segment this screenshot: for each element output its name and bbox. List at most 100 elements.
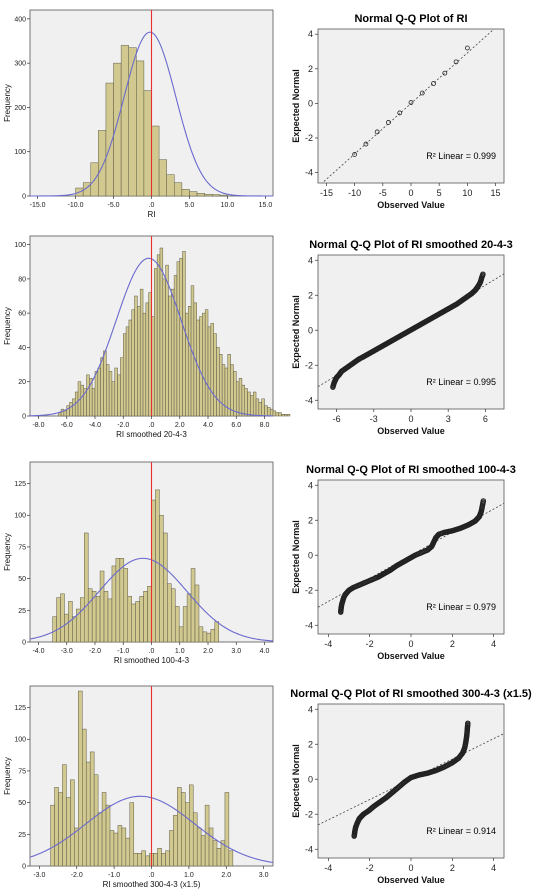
y-tick-label: 0 xyxy=(22,194,26,201)
histogram-bar xyxy=(139,288,144,417)
histogram-bar xyxy=(202,312,206,417)
histogram-bar xyxy=(189,784,194,867)
histogram-bar xyxy=(121,827,127,867)
x-tick-label: 15.0 xyxy=(259,202,273,209)
y-tick-label: 0 xyxy=(22,864,26,871)
x-tick-label: 10 xyxy=(462,188,472,198)
reference-line xyxy=(318,733,504,826)
histogram-bar xyxy=(137,853,142,867)
histogram-bar xyxy=(142,312,147,417)
x-tick-label: 2 xyxy=(450,863,455,873)
x-tick-label: -3.0 xyxy=(61,648,73,655)
histogram-bar xyxy=(228,850,234,867)
histogram-bar xyxy=(210,629,216,643)
histogram-bar xyxy=(143,591,148,643)
r-squared-label: R² Linear = 0.999 xyxy=(426,151,496,161)
x-tick-label: 1.0 xyxy=(184,872,194,879)
qq-point xyxy=(387,791,394,797)
r-squared-label: R² Linear = 0.979 xyxy=(426,602,496,612)
histogram-bar xyxy=(165,264,169,417)
histogram-bar xyxy=(137,306,141,417)
histogram-bar xyxy=(50,804,55,867)
y-tick-label: 100 xyxy=(14,737,26,744)
histogram-bar xyxy=(93,774,99,867)
histogram-bar xyxy=(154,268,158,417)
histogram-bar xyxy=(182,606,188,643)
chart-title: Normal Q-Q Plot of RI xyxy=(354,13,467,25)
y-axis-label: Expected Normal xyxy=(291,295,301,369)
histogram-bar xyxy=(212,194,221,197)
x-tick-label: -2 xyxy=(366,863,374,873)
histogram-bar xyxy=(281,414,285,417)
y-tick-label: 2 xyxy=(308,290,313,300)
histogram-bar xyxy=(214,621,219,643)
histogram-bar xyxy=(178,626,184,643)
y-axis-label: Expected Normal xyxy=(291,69,301,143)
histogram-bar xyxy=(194,584,200,643)
qq-point xyxy=(442,70,448,76)
histogram-bar xyxy=(128,47,137,197)
histogram-bar xyxy=(219,194,228,197)
histogram-bar xyxy=(125,837,131,867)
x-tick-label: -15.0 xyxy=(30,202,46,209)
histogram-bar xyxy=(72,616,77,643)
histogram-bar xyxy=(87,588,93,643)
histogram-bar xyxy=(97,812,103,867)
y-tick-label: 50 xyxy=(18,576,26,583)
x-tick-label: 8.0 xyxy=(260,422,270,429)
qq-point xyxy=(338,606,344,612)
histogram-bar xyxy=(173,815,178,867)
x-tick-label: .0 xyxy=(149,872,155,879)
x-axis-label: RI smoothed 20-4-3 xyxy=(116,430,187,439)
x-axis-label: Observed Value xyxy=(377,875,445,885)
x-tick-label: -5 xyxy=(379,188,387,198)
x-tick-label: 10.0 xyxy=(221,202,235,209)
qq-point xyxy=(363,141,369,147)
qq-plot-panel-3: -4 -2 0 2 4 -4 -2 0 2 4 Normal Q-Q Plot of RI smoo… xyxy=(291,464,516,661)
histogram-bar xyxy=(131,603,136,643)
histogram-bar xyxy=(72,398,76,417)
qq-point xyxy=(448,528,454,534)
histogram-bar xyxy=(158,159,167,197)
histogram-bar xyxy=(206,632,212,643)
y-axis-label: Expected Normal xyxy=(291,520,301,594)
y-tick-label: -4 xyxy=(305,844,313,854)
x-tick-label: -5.0 xyxy=(108,202,120,209)
qq-point xyxy=(339,599,346,605)
y-tick-label: 60 xyxy=(18,311,26,318)
histogram-bar xyxy=(177,787,182,867)
histogram-bar xyxy=(123,568,129,643)
histogram-bar xyxy=(111,381,116,417)
x-tick-label: 4 xyxy=(491,863,496,873)
y-axis-label: Frequency xyxy=(3,307,12,345)
histogram-panel-3: -4.0 -3.0 -2.0 -1.0 .0 1.0 2.0 3.0 4.0 0 25 50 75 100… xyxy=(3,461,274,665)
x-tick-label: 6 xyxy=(483,414,488,424)
histogram-bar xyxy=(174,606,180,643)
histogram-bar xyxy=(189,191,198,197)
histogram-bar xyxy=(161,853,166,867)
histogram-bar xyxy=(113,832,119,867)
histogram-bar xyxy=(255,398,260,417)
x-tick-label: 0 xyxy=(408,414,413,424)
reference-line xyxy=(321,29,495,183)
y-tick-label: 0 xyxy=(22,640,26,647)
x-tick-label: 4.0 xyxy=(203,422,213,429)
histogram-bar xyxy=(107,598,113,643)
histogram-bar xyxy=(101,792,107,867)
histogram-bar xyxy=(54,787,59,867)
x-tick-label: 3.0 xyxy=(259,872,269,879)
histogram-bar xyxy=(119,558,125,643)
histogram-bar xyxy=(106,364,110,417)
histogram-bar xyxy=(80,597,85,643)
x-tick-label: -10.0 xyxy=(68,202,84,209)
histogram-bar xyxy=(212,840,218,867)
histogram-bar xyxy=(120,357,124,417)
histogram-bar xyxy=(64,613,69,643)
qq-point xyxy=(397,110,403,116)
y-tick-label: 100 xyxy=(14,242,26,249)
x-tick-label: 4 xyxy=(491,639,496,649)
histogram-bar xyxy=(236,381,240,417)
y-tick-label: 4 xyxy=(308,255,313,265)
histogram-bar xyxy=(250,395,254,417)
histogram-bar xyxy=(224,792,230,867)
